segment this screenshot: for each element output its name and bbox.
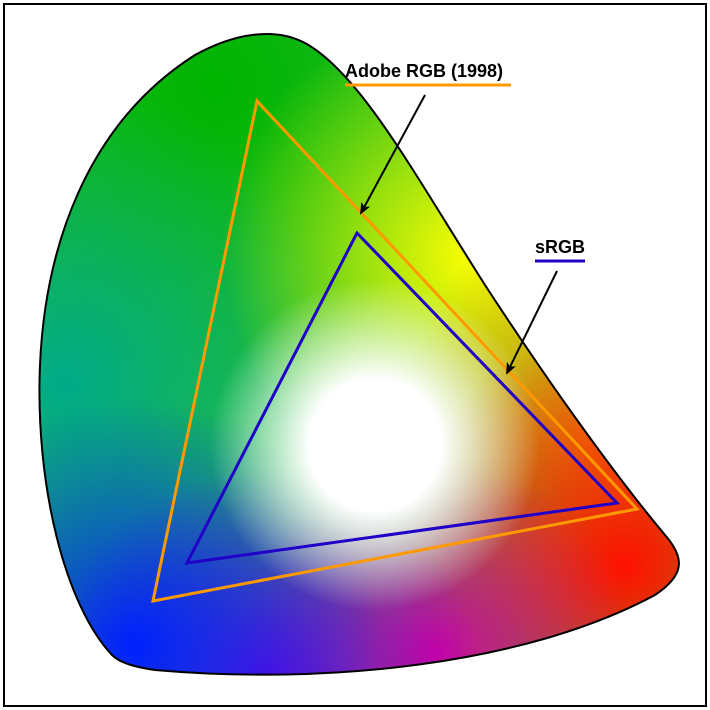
label-srgb: sRGB xyxy=(535,237,585,257)
label-adobe-rgb: Adobe RGB (1998) xyxy=(345,61,503,81)
chromaticity-fill xyxy=(5,5,705,705)
chromaticity-diagram: Adobe RGB (1998) sRGB xyxy=(5,5,705,705)
diagram-frame: Adobe RGB (1998) sRGB xyxy=(3,3,707,707)
